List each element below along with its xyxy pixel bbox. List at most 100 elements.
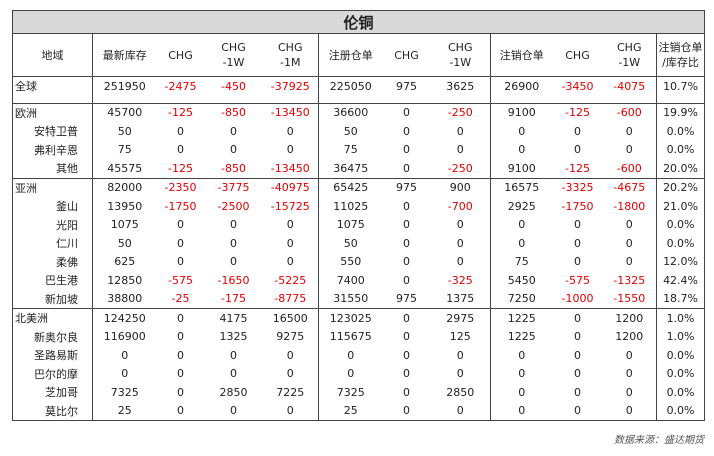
table-cell: 12850 (92, 271, 157, 290)
table-row: 仁川 50 0 0 0 50 0 0 0 0 0 0.0% (12, 234, 706, 253)
table-cell: 0 (574, 255, 581, 269)
table-cell: 45575 (92, 159, 157, 178)
table-cell: 0 (286, 143, 294, 157)
table-cell: 0 (456, 143, 464, 157)
table-cell: 0 (574, 124, 581, 138)
table-row: 釜山 13950 -1750 -2500 -15725 11025 0 -700 2925 -17… (12, 197, 706, 216)
table-cell: 0 (403, 330, 410, 344)
table-cell: 0 (574, 143, 581, 157)
table-cell: 0 (230, 124, 237, 138)
table-row: 新奥尔良 116900 0 1325 9275 115675 0 125 1225 0 1200 1.… (12, 327, 706, 346)
table-cell: 0.0% (655, 383, 706, 402)
table-cell: 0 (92, 364, 157, 383)
table-cell: 7325 (92, 383, 157, 402)
table-cell: -8775 (274, 292, 307, 306)
table-row: 巴生港 12850 -575 -1650 -5225 7400 0 -325 5450 -575 -… (12, 271, 706, 290)
table-cell: 1200 (602, 308, 657, 328)
region-name: 全球 (12, 76, 93, 96)
table-cell: 0 (177, 348, 184, 362)
column-header: 注销仓单/库存比 (655, 33, 706, 77)
table-cell: 115675 (318, 327, 383, 346)
table-cell: -1800 (613, 199, 646, 213)
table-cell: -1000 (561, 292, 594, 306)
table-cell: 65425 (318, 177, 383, 197)
table-cell: -25 (171, 292, 190, 306)
table-row: 莫比尔 25 0 0 0 25 0 0 0 0 0 0.0% (12, 401, 706, 421)
table-cell: 0 (286, 367, 294, 381)
table-cell: 0 (552, 308, 603, 328)
table-cell: 0 (156, 401, 205, 421)
table-cell: 36600 (318, 102, 383, 122)
table-cell: 1200 (615, 330, 644, 344)
region-name: 巴尔的摩 (12, 364, 93, 383)
table-cell: 50 (92, 234, 157, 253)
table-row: 亚洲 82000 -2350 -3775 -40975 65425 975 900 16575-… (12, 177, 706, 197)
table-cell: 7325 (318, 383, 383, 402)
inventory-table-container: 伦铜 地域 最新库存 CHG CHG -1W CHG -1M 注册仓单 CHG CHG -1W 注销仓… (11, 10, 706, 421)
table-row: 北美洲 124250 0 4175 16500 123025 0 2975 1225 0 1200 1… (12, 308, 706, 328)
table-cell: 0.0% (655, 364, 706, 383)
column-header: CHG -1M (262, 33, 319, 77)
table-cell: -325 (447, 273, 473, 287)
table-cell: 0 (286, 124, 294, 138)
table-cell: 0 (286, 255, 294, 269)
table-cell: 0 (382, 401, 431, 421)
table-cell: 0 (230, 348, 237, 362)
table-cell: 975 (396, 79, 417, 93)
table-cell: 0 (625, 124, 633, 138)
column-header: CHG (382, 33, 431, 77)
table-cell: 0 (456, 348, 464, 362)
table-cell: 16500 (262, 308, 319, 328)
table-cell: -250 (447, 161, 473, 175)
table-cell: -1650 (217, 273, 250, 287)
table-cell: 38800 (92, 289, 157, 309)
table-cell: 19.9% (655, 102, 706, 122)
table-cell: -600 (616, 161, 642, 175)
table-cell: 0 (403, 385, 410, 399)
region-name: 莫比尔 (12, 401, 93, 421)
table-cell: 1225 (490, 327, 553, 346)
table-cell: -13450 (262, 102, 319, 122)
table-cell: 16575 (490, 177, 553, 197)
table-cell: -4675 (602, 177, 657, 197)
table-cell: 0 (625, 218, 633, 232)
table-cell: 1.0% (655, 327, 706, 346)
column-header: 注册仓单 (318, 33, 383, 77)
table-cell: 75 (92, 140, 157, 159)
table-cell: 0 (490, 346, 553, 365)
table-cell: 0 (602, 401, 657, 421)
table-cell: -2350 (156, 177, 205, 197)
table-cell: 0 (230, 367, 237, 381)
table-cell: 0 (177, 330, 184, 344)
data-source-note: 数据来源：盛达期货 (614, 435, 704, 446)
table-cell: -575 (565, 273, 590, 287)
column-header: CHG -1W (602, 33, 657, 77)
table-cell: 4175 (204, 308, 263, 328)
table-cell: 0 (204, 401, 263, 421)
table-cell: 0 (177, 143, 184, 157)
table-cell: 7400 (318, 271, 383, 290)
region-name: 新奥尔良 (12, 327, 93, 346)
table-cell: 2925 (490, 197, 553, 216)
table-cell: 3625 (446, 79, 475, 93)
table-cell: 0 (456, 255, 464, 269)
table-cell: 0 (574, 348, 581, 362)
table-cell: 0 (490, 234, 553, 253)
column-header: CHG (156, 33, 205, 77)
table-cell: 0 (177, 367, 184, 381)
table-cell: -250 (430, 102, 491, 122)
table-cell: 225050 (318, 76, 383, 96)
table-cell: -4075 (613, 79, 646, 93)
table-cell: 50 (318, 122, 383, 141)
table-cell: 0 (403, 367, 410, 381)
column-header: 最新库存 (92, 33, 157, 77)
table-cell: 1225 (490, 308, 553, 328)
table-cell: -125 (565, 161, 590, 175)
table-cell: 625 (92, 252, 157, 271)
table-cell: 975 (382, 177, 431, 197)
table-cell: 0 (318, 364, 383, 383)
table-cell: 10.7% (655, 76, 706, 96)
table-cell: 0 (490, 401, 553, 421)
table-cell: 0 (625, 348, 633, 362)
table-cell: 0 (177, 236, 184, 250)
